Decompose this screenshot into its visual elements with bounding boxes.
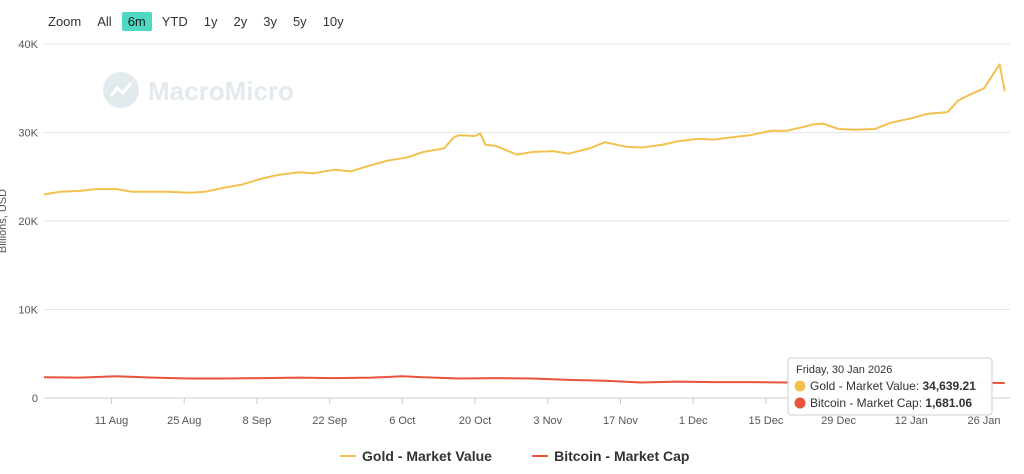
tooltip-bitcoin-value: 1,681.06 — [925, 396, 972, 410]
range-selector: Zoom All 6m YTD 1y 2y 3y 5y 10y — [48, 10, 350, 32]
legend: Gold - Market Value Bitcoin - Market Cap — [340, 448, 689, 464]
gold-market-value-line — [43, 63, 1006, 196]
x-tick-label: 25 Aug — [167, 415, 201, 427]
range-button-all[interactable]: All — [97, 13, 112, 29]
series-group — [43, 63, 1006, 385]
tooltip-gold-label: Gold - Market Value: — [810, 379, 919, 393]
x-tick-label: 15 Dec — [748, 415, 783, 427]
y-tick-label: 0 — [32, 393, 38, 405]
bitcoin-dot-icon — [794, 397, 806, 409]
watermark-text: MacroMicro — [148, 76, 294, 106]
y-axis-label: Billions, USD — [0, 189, 9, 253]
watermark: MacroMicro — [103, 72, 294, 108]
tooltip: Friday, 30 Jan 2026 Gold - Market Value:… — [787, 357, 993, 416]
tooltip-bitcoin-row: Bitcoin - Market Cap: 1,681.06 — [810, 396, 972, 410]
y-tick-label: 40K — [18, 39, 38, 51]
range-button-10y[interactable]: 10y — [322, 13, 344, 29]
tooltip-date: Friday, 30 Jan 2026 — [796, 364, 892, 376]
x-tick-label: 8 Sep — [243, 415, 272, 427]
gold-dot-icon — [794, 380, 806, 392]
zoom-label: Zoom — [48, 13, 82, 29]
gold-market-value-legend-label: Gold - Market Value — [362, 448, 492, 464]
tooltip-gold-row: Gold - Market Value: 34,639.21 — [810, 379, 976, 393]
bitcoin-market-cap-legend-label: Bitcoin - Market Cap — [554, 448, 689, 464]
x-tick-label: 17 Nov — [603, 415, 638, 427]
x-tick-label: 3 Nov — [533, 415, 562, 427]
range-button-3y[interactable]: 3y — [263, 13, 277, 29]
x-tick-label: 12 Jan — [895, 415, 928, 427]
x-tick-label: 26 Jan — [968, 415, 1001, 427]
y-tick-label: 10K — [18, 305, 38, 317]
range-button-ytd[interactable]: YTD — [161, 13, 188, 29]
x-axis: 11 Aug 25 Aug 8 Sep 22 Sep 6 Oct 20 Oct 3 Nov 1… — [95, 398, 1001, 427]
watermark-chart-icon — [109, 82, 133, 97]
x-tick-label: 29 Dec — [821, 415, 856, 427]
y-tick-label: 20K — [18, 216, 38, 228]
x-tick-label: 11 Aug — [95, 415, 128, 427]
x-tick-label: 20 Oct — [459, 415, 491, 427]
tooltip-bitcoin-label: Bitcoin - Market Cap: — [810, 396, 922, 410]
y-tick-label: 30K — [18, 128, 38, 140]
range-button-1y[interactable]: 1y — [203, 13, 218, 29]
x-tick-label: 22 Sep — [312, 415, 347, 427]
x-tick-label: 1 Dec — [679, 415, 708, 427]
tooltip-box — [787, 357, 993, 416]
y-axis: 0 10K 20K 30K 40K — [18, 39, 38, 405]
range-button-6m[interactable]: 6m — [121, 11, 152, 31]
range-button-2y[interactable]: 2y — [233, 13, 248, 29]
tooltip-gold-value: 34,639.21 — [923, 379, 977, 393]
range-button-5y[interactable]: 5y — [292, 13, 307, 29]
x-tick-label: 6 Oct — [389, 415, 415, 427]
